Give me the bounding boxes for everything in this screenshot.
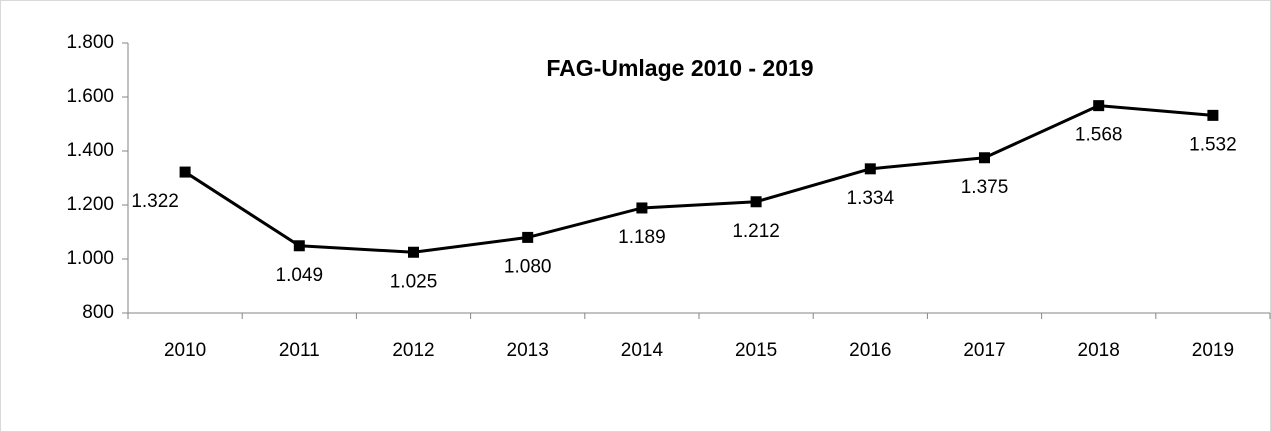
y-tick-label: 1.200	[66, 194, 114, 215]
marker	[293, 240, 305, 252]
data-label: 1.375	[961, 177, 1009, 198]
marker	[179, 166, 191, 178]
y-tick-label: 1.800	[66, 32, 114, 53]
x-tick-label: 2019	[1192, 340, 1234, 361]
x-tick-label: 2015	[735, 340, 777, 361]
marker	[408, 246, 419, 258]
marker	[522, 231, 534, 243]
data-label: 1.049	[276, 265, 324, 286]
x-tick-label: 2014	[621, 340, 664, 361]
marker	[636, 202, 648, 214]
y-tick-label: 1.400	[66, 140, 114, 161]
x-tick-label: 2011	[279, 340, 320, 361]
marker	[864, 163, 876, 175]
x-tick-label: 2012	[392, 340, 434, 361]
x-tick-label: 2013	[507, 340, 549, 361]
data-label: 1.532	[1189, 134, 1237, 155]
x-tick-label: 2017	[963, 340, 1005, 361]
y-tick-label: 1.000	[66, 248, 114, 269]
marker	[1093, 100, 1105, 112]
data-label: 1.334	[847, 188, 895, 209]
data-label: 1.080	[504, 256, 552, 277]
data-label: 1.322	[131, 191, 179, 212]
data-label: 1.189	[618, 227, 666, 248]
y-tick-label: 800	[82, 302, 114, 323]
y-tick-label: 1.600	[66, 86, 114, 107]
data-label: 1.025	[390, 271, 438, 292]
x-tick-label: 2018	[1078, 340, 1120, 361]
data-label: 1.568	[1075, 125, 1123, 146]
x-tick-label: 2016	[849, 340, 891, 361]
data-line	[184, 104, 1214, 254]
marker	[750, 196, 762, 208]
chart-title: FAG-Umlage 2010 - 2019	[546, 55, 813, 81]
marker	[1207, 109, 1219, 121]
x-tick-label: 2010	[164, 340, 206, 361]
data-label: 1.212	[732, 221, 780, 242]
marker	[979, 152, 990, 164]
